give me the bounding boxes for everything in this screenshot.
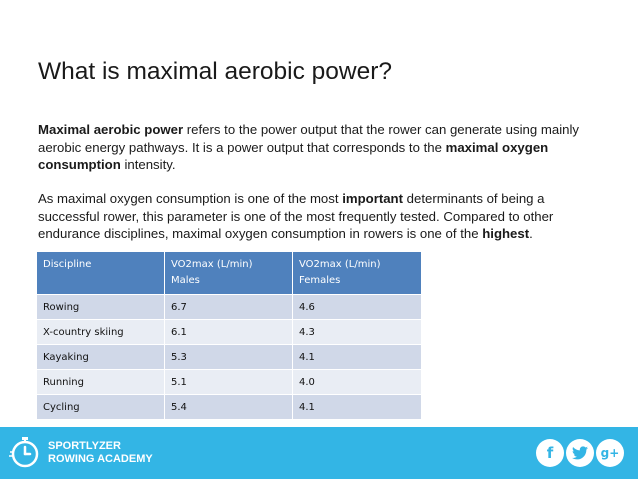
definition-text: refers to the power output that the rowe… bbox=[38, 122, 579, 155]
paragraph-importance: As maximal oxygen consumption is one of … bbox=[38, 190, 598, 243]
term-important: important bbox=[342, 191, 404, 206]
header-vo2max-females: VO2max (L/min) Females bbox=[292, 252, 421, 295]
cell-discipline: Rowing bbox=[37, 294, 165, 320]
brand-line-1: SPORTLYZER bbox=[48, 440, 121, 452]
term-highest: highest bbox=[482, 226, 530, 241]
cell-males: 5.1 bbox=[164, 369, 293, 395]
cell-females: 4.0 bbox=[292, 369, 421, 395]
paragraph-definition: Maximal aerobic power refers to the powe… bbox=[38, 121, 598, 174]
cell-females: 4.3 bbox=[292, 319, 421, 345]
table-row: Cycling 5.4 4.1 bbox=[37, 394, 421, 419]
cell-females: 4.6 bbox=[292, 294, 421, 320]
cell-discipline: Running bbox=[37, 369, 165, 395]
twitter-bird-icon bbox=[572, 446, 588, 460]
cell-discipline: X-country skiing bbox=[37, 319, 165, 345]
cell-males: 6.1 bbox=[164, 319, 293, 345]
header-vo2max-males: VO2max (L/min) Males bbox=[164, 252, 293, 295]
definition-end: intensity. bbox=[120, 157, 176, 172]
importance-text-2: determinants of being a successful rower… bbox=[38, 191, 554, 241]
cell-females: 4.1 bbox=[292, 394, 421, 419]
importance-text-1: As maximal oxygen consumption is one of … bbox=[38, 191, 343, 206]
term-maximal-oxygen-consumption: maximal oxygen consumption bbox=[38, 139, 549, 173]
header-discipline: Discipline bbox=[37, 252, 165, 295]
cell-males: 5.4 bbox=[164, 394, 293, 419]
googleplus-icon[interactable]: g+ bbox=[596, 439, 624, 467]
footer-bar: SPORTLYZER ROWING ACADEMY f g+ bbox=[0, 427, 638, 479]
twitter-icon[interactable] bbox=[566, 439, 594, 467]
table-header-row: Discipline VO2max (L/min) Males VO2max (L… bbox=[37, 252, 421, 295]
stopwatch-logo-icon bbox=[9, 437, 39, 468]
brand-line-2: ROWING ACADEMY bbox=[48, 453, 153, 465]
table-row: X-country skiing 6.1 4.3 bbox=[37, 319, 421, 345]
table-row: Running 5.1 4.0 bbox=[37, 369, 421, 395]
term-maximal-aerobic-power: Maximal aerobic power bbox=[38, 122, 184, 137]
table-row: Rowing 6.7 4.6 bbox=[37, 294, 421, 320]
cell-discipline: Cycling bbox=[37, 394, 165, 419]
slide-title: What is maximal aerobic power? bbox=[38, 58, 393, 85]
cell-males: 6.7 bbox=[164, 294, 293, 320]
table-row: Kayaking 5.3 4.1 bbox=[37, 344, 421, 370]
cell-discipline: Kayaking bbox=[37, 344, 165, 370]
facebook-icon[interactable]: f bbox=[536, 439, 564, 467]
importance-text-3: . bbox=[529, 226, 533, 241]
cell-females: 4.1 bbox=[292, 344, 421, 370]
brand-name: SPORTLYZER ROWING ACADEMY bbox=[48, 440, 153, 466]
cell-males: 5.3 bbox=[164, 344, 293, 370]
vo2max-table: Discipline VO2max (L/min) Males VO2max (L… bbox=[37, 252, 421, 419]
